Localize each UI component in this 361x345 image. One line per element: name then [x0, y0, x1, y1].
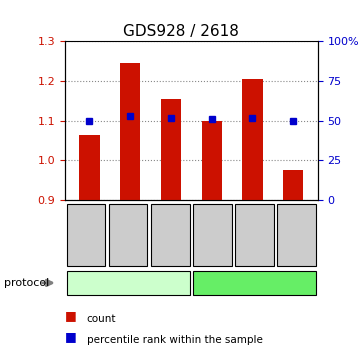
Text: count: count: [87, 314, 116, 324]
Bar: [79, 135, 100, 200]
Bar: [161, 99, 181, 200]
Text: GSM22098: GSM22098: [124, 210, 132, 259]
Text: control: control: [109, 278, 147, 288]
Bar: [120, 63, 140, 200]
Bar: [242, 79, 263, 200]
Text: GDS928 / 2618: GDS928 / 2618: [123, 24, 238, 39]
Bar: [283, 170, 303, 200]
Bar: [201, 121, 222, 200]
Text: ■: ■: [65, 330, 77, 343]
Text: GSM22099: GSM22099: [166, 210, 175, 259]
Text: GSM22097: GSM22097: [82, 210, 91, 259]
Text: percentile rank within the sample: percentile rank within the sample: [87, 335, 262, 345]
Text: GSM22102: GSM22102: [292, 210, 301, 259]
Text: microgravity: microgravity: [219, 278, 290, 288]
Text: GSM22101: GSM22101: [250, 210, 259, 259]
Text: ■: ■: [65, 309, 77, 322]
Text: GSM22100: GSM22100: [208, 210, 217, 259]
Text: protocol: protocol: [4, 278, 49, 288]
